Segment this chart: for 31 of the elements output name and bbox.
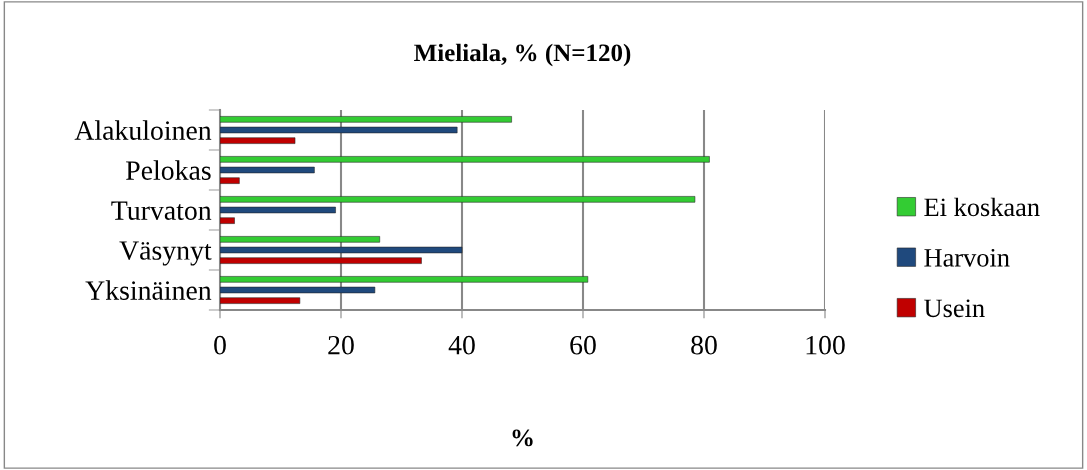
bar [220,116,512,123]
bar [220,156,710,163]
x-tick-label: 60 [570,335,596,355]
bar [220,177,240,184]
x-tick-label: 80 [691,335,717,355]
legend-label: Ei koskaan [924,197,1040,217]
bar [220,196,696,203]
bar [220,276,589,283]
x-tick-label: 100 [806,335,845,355]
y-tick-label: Yksinäinen [85,280,212,300]
bar [220,257,422,264]
legend-label: Usein [924,299,985,318]
bar [220,246,463,254]
x-tick-label: 20 [328,335,354,355]
x-tick-label: 40 [448,335,475,355]
chart-title: Mieliala, % (N=120) [414,43,631,67]
bar [220,206,336,214]
bar [220,126,458,134]
bar [220,217,235,224]
bar [220,286,376,294]
y-tick-label: Turvaton [111,201,212,220]
y-tick-label: Väsynyt [119,241,212,266]
y-tick-label: Pelokas [126,160,211,180]
bar [220,137,296,144]
bar [220,166,315,174]
bar [220,297,301,304]
x-axis-title: % [512,429,533,447]
x-tick-label: 0 [214,335,226,355]
legend-label: Harvoin [924,248,1010,267]
bar [220,236,380,243]
y-tick-label: Alakuloinen [74,120,212,140]
